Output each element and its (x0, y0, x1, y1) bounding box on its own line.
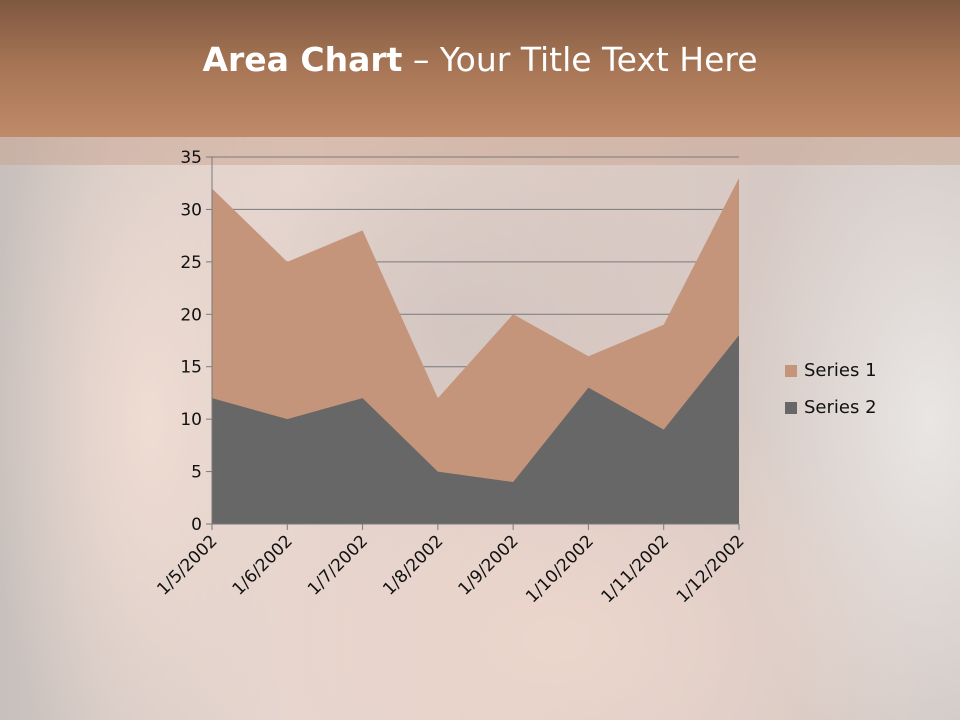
y-tick-label: 20 (180, 305, 202, 325)
y-tick-label: 5 (191, 463, 202, 483)
x-tick-label: 1/7/2002 (304, 531, 372, 599)
x-tick-label: 1/12/2002 (673, 531, 749, 607)
y-tick-label: 35 (180, 148, 202, 168)
legend-swatch (785, 364, 797, 377)
x-tick-label: 1/9/2002 (455, 531, 523, 599)
slide-title: Area Chart – Your Title Text Here (0, 40, 960, 79)
title-bar (0, 0, 960, 137)
area-series-2 (212, 335, 739, 524)
legend-label: Series 1 (804, 360, 877, 381)
x-tick-label: 1/8/2002 (379, 531, 447, 599)
y-tick-label: 0 (191, 515, 202, 535)
header-strip (0, 137, 960, 165)
y-tick-label: 15 (180, 358, 202, 378)
legend-series-1: Series 1 (785, 360, 877, 381)
x-tick-label: 1/6/2002 (229, 531, 297, 599)
x-tick-label: 1/11/2002 (597, 531, 673, 607)
legend-swatch (785, 401, 797, 414)
title-bold: Area Chart (202, 40, 403, 79)
legend-label: Series 2 (804, 397, 877, 418)
x-tick-label: 1/5/2002 (153, 531, 221, 599)
y-tick-label: 10 (180, 410, 202, 430)
y-tick-label: 25 (180, 253, 202, 273)
title-rest: – Your Title Text Here (402, 40, 758, 79)
legend-series-2: Series 2 (785, 397, 877, 418)
x-tick-label: 1/10/2002 (522, 531, 598, 607)
y-tick-label: 30 (180, 200, 202, 220)
